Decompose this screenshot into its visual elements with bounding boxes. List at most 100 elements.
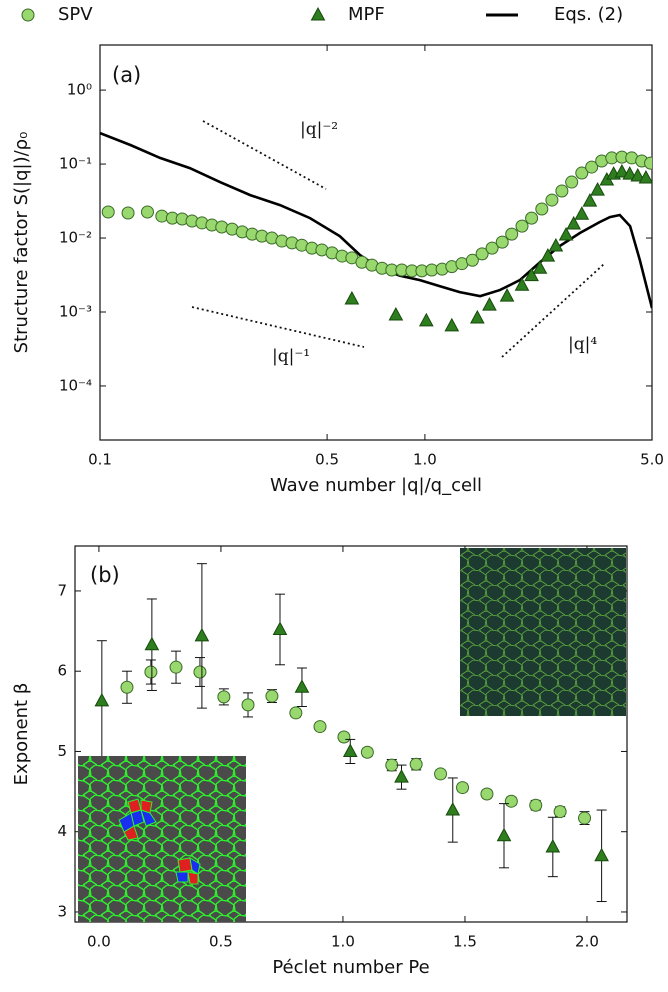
x-tick-label: 1.0 bbox=[331, 933, 355, 951]
plot-frame bbox=[99, 44, 653, 441]
point bbox=[265, 689, 279, 703]
point bbox=[342, 743, 358, 757]
panel-label: (a) bbox=[112, 63, 141, 87]
point bbox=[121, 206, 135, 220]
point bbox=[496, 827, 512, 842]
point bbox=[505, 227, 519, 241]
y-tick-label: 3 bbox=[57, 902, 67, 920]
plot-area bbox=[100, 131, 652, 332]
point bbox=[465, 253, 479, 267]
y-tick-label: 6 bbox=[57, 662, 67, 680]
y-axis-label: Exponent β bbox=[11, 683, 32, 786]
point bbox=[360, 745, 374, 759]
point bbox=[144, 636, 160, 651]
point bbox=[545, 838, 561, 853]
y-tick-label: 10⁻¹ bbox=[59, 155, 92, 173]
slope-line bbox=[501, 263, 605, 358]
x-tick-label: 2.0 bbox=[575, 933, 599, 951]
legend-marker bbox=[21, 8, 35, 22]
point bbox=[241, 698, 255, 712]
point bbox=[193, 665, 207, 679]
point bbox=[217, 690, 231, 704]
x-tick-label: 1.5 bbox=[453, 933, 477, 951]
point bbox=[444, 317, 460, 332]
point bbox=[480, 787, 494, 801]
point bbox=[532, 260, 548, 274]
panel-label: (b) bbox=[90, 563, 120, 587]
insets bbox=[78, 548, 626, 922]
point bbox=[445, 801, 461, 816]
x-tick-label: 1.0 bbox=[413, 451, 437, 469]
point bbox=[578, 811, 592, 825]
point bbox=[475, 247, 489, 261]
point bbox=[409, 757, 423, 771]
point bbox=[535, 202, 549, 216]
x-tick-label: 0.5 bbox=[315, 451, 339, 469]
legend-label: MPF bbox=[348, 4, 385, 25]
legend-marker bbox=[310, 6, 326, 21]
y-tick-label: 10⁻⁴ bbox=[59, 376, 92, 394]
plot-frame bbox=[74, 545, 628, 923]
point bbox=[495, 235, 509, 249]
point bbox=[469, 309, 485, 324]
point bbox=[594, 847, 609, 862]
point bbox=[482, 297, 497, 311]
point bbox=[169, 660, 183, 674]
point bbox=[524, 267, 539, 282]
point bbox=[194, 627, 210, 642]
y-tick-label: 5 bbox=[57, 742, 67, 760]
point bbox=[485, 241, 499, 255]
y-tick-label: 10⁻² bbox=[59, 229, 92, 247]
point bbox=[504, 794, 518, 808]
inset-cells bbox=[78, 756, 246, 922]
point bbox=[94, 692, 110, 707]
point bbox=[313, 720, 327, 734]
y-tick-label: 10⁰ bbox=[67, 81, 92, 99]
point bbox=[344, 290, 360, 305]
legend-label: SPV bbox=[58, 4, 93, 25]
inset-highlight bbox=[118, 798, 201, 885]
point bbox=[418, 312, 434, 327]
point bbox=[434, 767, 448, 781]
y-tick-label: 4 bbox=[57, 822, 67, 840]
annotation: |q|⁻² bbox=[300, 120, 338, 140]
point bbox=[385, 758, 399, 772]
point bbox=[515, 219, 529, 233]
point bbox=[101, 205, 115, 219]
x-tick-label: 0.1 bbox=[88, 451, 112, 469]
point bbox=[294, 679, 310, 693]
point bbox=[590, 182, 605, 196]
x-tick-label: 0.5 bbox=[209, 933, 233, 951]
point bbox=[644, 156, 652, 170]
point bbox=[499, 288, 515, 302]
y-axis-label: Structure factor S(|q|)/ρ₀ bbox=[11, 132, 32, 354]
slope-line bbox=[191, 306, 365, 348]
slope-guides bbox=[191, 120, 605, 358]
point bbox=[630, 167, 646, 182]
point bbox=[565, 175, 579, 189]
point bbox=[120, 680, 134, 694]
point bbox=[337, 730, 351, 744]
point bbox=[525, 211, 539, 225]
point bbox=[622, 166, 638, 180]
x-tick-label: 5.0 bbox=[640, 451, 664, 469]
point bbox=[456, 781, 470, 795]
legend-label: Eqs. (2) bbox=[554, 4, 623, 25]
inset-cells bbox=[460, 548, 626, 716]
plot-area bbox=[94, 563, 609, 903]
point bbox=[553, 805, 567, 819]
point bbox=[514, 277, 530, 291]
slope-line bbox=[202, 120, 327, 190]
y-tick-label: 10⁻³ bbox=[59, 302, 92, 320]
point bbox=[155, 209, 169, 223]
y-tick-label: 7 bbox=[57, 581, 67, 599]
point bbox=[140, 205, 154, 219]
point bbox=[614, 163, 630, 178]
point bbox=[529, 798, 543, 812]
point bbox=[574, 206, 590, 220]
point bbox=[388, 306, 404, 321]
point bbox=[289, 706, 303, 720]
annotation: |q|⁻¹ bbox=[272, 347, 310, 367]
